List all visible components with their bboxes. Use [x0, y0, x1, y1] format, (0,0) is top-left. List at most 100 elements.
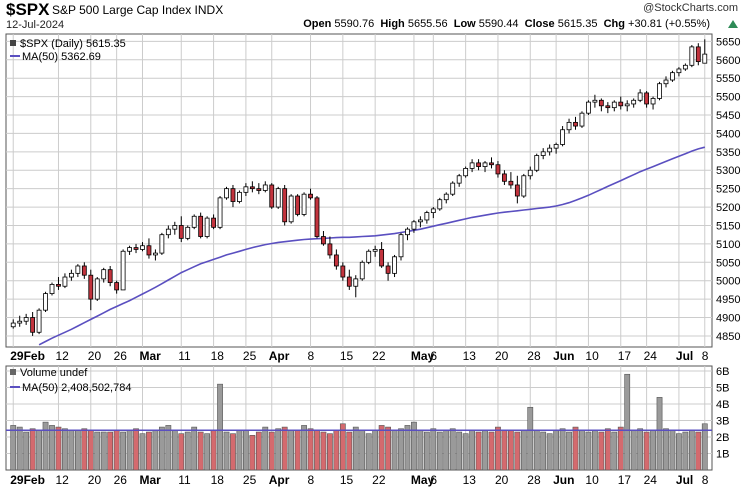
price-tick-label: 5650	[716, 36, 740, 48]
volume-bar	[475, 431, 482, 471]
volume-bar	[29, 428, 36, 471]
candle-body	[101, 269, 107, 280]
high-value: 5655.56	[407, 18, 448, 30]
volume-bar	[656, 397, 663, 471]
volume-bar	[624, 373, 631, 471]
price-x-tick-label: 24	[644, 349, 658, 363]
volume-bar	[327, 433, 333, 471]
candle-body	[695, 46, 701, 63]
legend: $SPX (Daily) 5615.35 MA(50) 5362.69 Volu…	[10, 38, 131, 394]
volume-x-tick-label: 26	[114, 473, 128, 487]
price-x-tick-label: Apr	[269, 349, 290, 363]
open-label: Open	[303, 18, 332, 30]
chg-value: +30.81 (+0.55%)	[628, 18, 710, 30]
volume-x-tick-label: 17	[618, 473, 632, 487]
price-tick-label: 5050	[716, 257, 740, 269]
price-x-tick-label: 8	[308, 349, 315, 363]
price-x-tick-label: Jul	[676, 349, 693, 363]
volume-bar	[204, 433, 211, 471]
volume-bar	[688, 430, 695, 471]
panel-frames	[5, 33, 713, 471]
volume-bar	[540, 431, 547, 471]
candle-body	[566, 121, 572, 131]
volume-bar	[346, 431, 353, 471]
price-y-ticks: 4850 4900 4950 5000 5050 5100 5150 5200 5250 5300…	[716, 36, 740, 343]
candle-body	[308, 193, 313, 199]
open-value: 5590.76	[334, 18, 375, 30]
ohlc-readout: Open 5590.76 High 5655.56 Low 5590.44 Cl…	[303, 18, 710, 30]
volume-bar	[462, 433, 469, 471]
candle-body	[191, 215, 197, 228]
volume-bar	[378, 425, 385, 471]
ma50-line	[38, 146, 706, 346]
candle-body	[424, 212, 430, 221]
candle-body	[366, 250, 372, 263]
volume-bar	[62, 428, 68, 471]
price-x-tick-label: 13	[463, 349, 477, 363]
chg-label: Chg	[603, 18, 625, 30]
volume-bar	[152, 430, 159, 471]
legend-volume: Volume undef	[20, 367, 88, 379]
candle-body	[333, 254, 339, 267]
volume-bar	[430, 428, 437, 471]
volume-tick-label: 1B	[716, 448, 729, 460]
volume-bar	[339, 423, 346, 471]
candle-body	[411, 221, 417, 230]
candle-body	[508, 180, 514, 186]
volume-bar	[365, 433, 372, 471]
price-x-tick-label: 25	[243, 349, 257, 363]
volume-bar	[23, 431, 30, 471]
candle-body	[81, 265, 87, 276]
volume-bar	[417, 430, 424, 471]
volume-x-tick-label: 8	[702, 473, 709, 487]
volume-bar	[546, 433, 553, 471]
volume-bar	[236, 430, 243, 471]
close-label: Close	[524, 18, 555, 30]
volume-bar	[411, 421, 417, 471]
candle-body	[573, 121, 578, 127]
candle-body	[56, 283, 61, 287]
volume-bar	[514, 431, 521, 471]
candle-body	[385, 265, 391, 274]
volume-bar	[171, 430, 178, 471]
volume-x-tick-label: Mar	[139, 473, 161, 487]
price-tick-label: 5300	[716, 165, 740, 177]
volume-bar	[146, 431, 152, 471]
candle-body	[430, 208, 436, 213]
volume-bar	[611, 431, 618, 471]
price-tick-label: 5150	[716, 220, 740, 232]
candle-body	[120, 250, 126, 291]
volume-bar	[650, 430, 656, 471]
candle-body	[256, 188, 262, 191]
volume-x-tick-label: 20	[88, 473, 102, 487]
volume-bar	[126, 430, 133, 471]
volume-bar	[197, 431, 204, 471]
volume-bar	[585, 431, 592, 471]
volume-bar	[255, 431, 262, 471]
candle-body	[611, 101, 617, 109]
volume-bar	[676, 433, 682, 471]
volume-x-tick-label: Jul	[676, 473, 693, 487]
candle-body	[295, 195, 301, 215]
high-label: High	[380, 18, 405, 30]
price-tick-label: 4900	[716, 313, 740, 325]
volume-bar	[553, 430, 560, 471]
candle-body	[230, 188, 236, 202]
candle-body	[140, 245, 145, 250]
volume-bar	[120, 431, 126, 471]
candle-body	[534, 155, 540, 171]
volume-bar	[527, 406, 534, 471]
volume-bar	[281, 426, 288, 471]
price-x-tick-label: 6	[430, 349, 437, 363]
candle-body	[346, 276, 352, 287]
volume-bar	[520, 430, 527, 471]
candle-body	[224, 188, 229, 199]
volume-bar	[94, 431, 101, 471]
volume-bar	[268, 431, 275, 471]
volume-bar	[217, 383, 223, 471]
volume-bar	[469, 430, 475, 471]
security-name: S&P 500 Large Cap Index INDX	[52, 3, 224, 17]
volume-tick-label: 6B	[716, 366, 729, 378]
candle-body	[663, 79, 669, 85]
up-arrow-icon	[728, 20, 738, 28]
